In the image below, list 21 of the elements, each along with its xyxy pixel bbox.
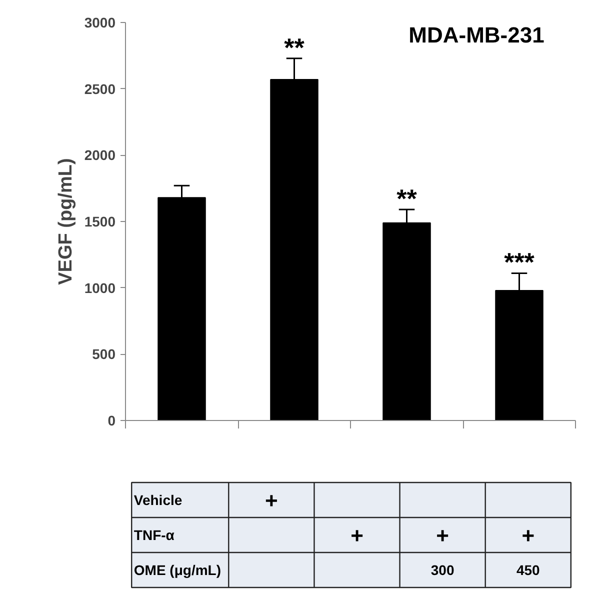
y-tick-label: 2500 bbox=[84, 80, 116, 97]
y-tick-label: 0 bbox=[108, 412, 116, 428]
text: 300 bbox=[430, 562, 454, 578]
data-label: ** bbox=[284, 32, 306, 62]
y-axis-title: VEGF (pg/mL) bbox=[55, 158, 76, 285]
text: + bbox=[522, 523, 535, 548]
y-tick-label: 3000 bbox=[84, 14, 116, 30]
y-tick-label: 1500 bbox=[84, 214, 116, 230]
text: + bbox=[265, 488, 278, 513]
chart-title: MDA-MB-231 bbox=[408, 22, 544, 48]
text: TNF-α bbox=[134, 527, 175, 543]
text: OME (μg/mL) bbox=[134, 562, 222, 578]
text: 450 bbox=[516, 562, 540, 578]
text: + bbox=[436, 523, 449, 548]
data-label: ** bbox=[396, 184, 418, 214]
data-label: *** bbox=[504, 247, 536, 278]
y-tick-label: 1000 bbox=[84, 280, 116, 296]
y-tick-label: 2000 bbox=[84, 147, 116, 164]
text: Vehicle bbox=[134, 492, 182, 508]
y-tick-label: 500 bbox=[92, 346, 116, 362]
text: + bbox=[350, 523, 364, 548]
